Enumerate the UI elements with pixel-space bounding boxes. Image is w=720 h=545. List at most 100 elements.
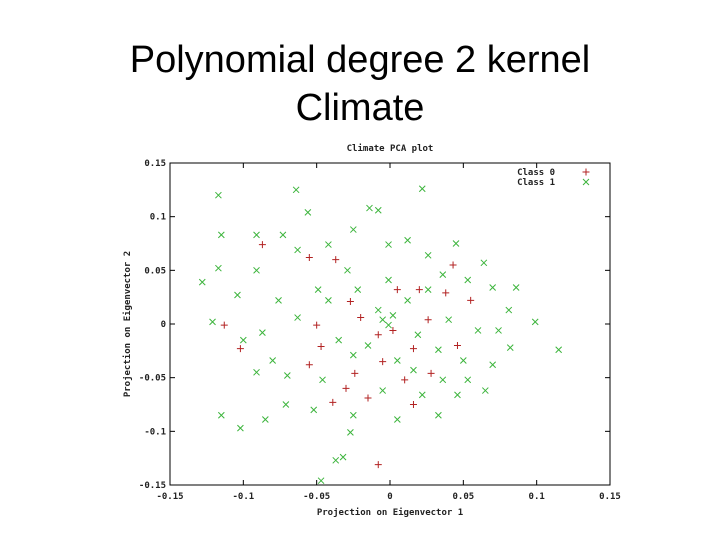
point xyxy=(217,231,225,239)
point xyxy=(464,376,472,384)
point xyxy=(393,357,401,364)
point xyxy=(198,278,206,286)
point xyxy=(314,286,322,294)
point xyxy=(239,336,247,344)
point xyxy=(364,394,372,402)
point xyxy=(414,331,422,339)
point xyxy=(454,391,461,399)
point xyxy=(349,226,357,233)
point xyxy=(258,241,266,249)
point xyxy=(253,266,260,274)
point xyxy=(410,366,417,374)
point xyxy=(505,306,513,314)
point xyxy=(305,253,313,261)
point xyxy=(393,416,401,423)
point xyxy=(313,321,321,329)
slide-title: Climate xyxy=(296,87,425,129)
legend-marker xyxy=(582,168,590,176)
point xyxy=(304,209,312,216)
point xyxy=(282,401,290,408)
point xyxy=(332,456,340,464)
point xyxy=(404,297,411,304)
point xyxy=(409,345,417,353)
point xyxy=(464,276,472,284)
point xyxy=(236,345,244,353)
point xyxy=(215,264,222,272)
point xyxy=(253,368,260,376)
y-tick-label: 0 xyxy=(161,320,166,330)
point xyxy=(506,344,514,351)
point xyxy=(409,401,417,408)
legend-label: Class 0 xyxy=(517,168,555,178)
point xyxy=(234,291,241,299)
point xyxy=(310,406,318,414)
point xyxy=(424,286,432,294)
point xyxy=(237,424,244,432)
point xyxy=(418,185,426,193)
point xyxy=(453,341,461,349)
point xyxy=(283,372,291,379)
point xyxy=(480,259,488,267)
point xyxy=(349,351,357,359)
y-tick-label: 0.1 xyxy=(150,213,166,223)
point xyxy=(339,453,347,461)
point xyxy=(385,276,392,284)
point xyxy=(555,346,563,354)
y-tick-label: 0.05 xyxy=(144,266,166,276)
point xyxy=(305,361,313,369)
point xyxy=(379,358,387,366)
slide-title: Polynomial degree 2 kernel xyxy=(130,39,591,81)
point xyxy=(459,357,467,364)
point xyxy=(379,316,387,324)
point xyxy=(347,429,354,436)
point xyxy=(319,376,326,384)
point xyxy=(374,306,382,314)
point xyxy=(379,387,387,394)
point xyxy=(512,284,520,291)
point xyxy=(261,416,269,423)
point xyxy=(332,256,340,264)
point xyxy=(253,231,260,239)
point xyxy=(439,376,447,384)
point xyxy=(404,236,411,244)
x-tick-label: 0.1 xyxy=(529,492,545,502)
point xyxy=(217,411,225,419)
point xyxy=(449,261,457,269)
x-axis-label: Projection on Eigenvector 1 xyxy=(317,507,463,518)
point xyxy=(385,321,392,329)
point xyxy=(481,387,489,394)
x-tick-label: -0.15 xyxy=(156,492,183,502)
y-tick-label: -0.05 xyxy=(139,374,166,384)
point xyxy=(495,327,502,334)
point xyxy=(474,327,482,334)
point xyxy=(393,286,401,294)
point xyxy=(269,357,277,364)
point xyxy=(374,461,382,469)
point xyxy=(329,398,337,406)
point xyxy=(489,361,497,369)
point xyxy=(209,318,216,326)
y-axis-label: Projection on Eigenvector 2 xyxy=(122,251,133,397)
point xyxy=(467,296,475,304)
point xyxy=(335,336,343,344)
point xyxy=(349,411,357,419)
point xyxy=(489,284,497,291)
point xyxy=(424,316,432,324)
point xyxy=(344,266,351,274)
point xyxy=(351,369,359,377)
point xyxy=(346,297,354,305)
y-tick-label: -0.1 xyxy=(144,427,166,437)
point xyxy=(275,297,282,304)
point xyxy=(364,342,372,349)
point xyxy=(442,289,450,297)
x-tick-label: -0.1 xyxy=(232,492,254,502)
point xyxy=(389,312,397,319)
point xyxy=(435,411,442,419)
point xyxy=(220,321,228,329)
point xyxy=(357,314,365,322)
point xyxy=(424,251,432,259)
point xyxy=(279,231,287,239)
point xyxy=(259,329,266,336)
x-tick-label: 0.15 xyxy=(599,492,621,502)
